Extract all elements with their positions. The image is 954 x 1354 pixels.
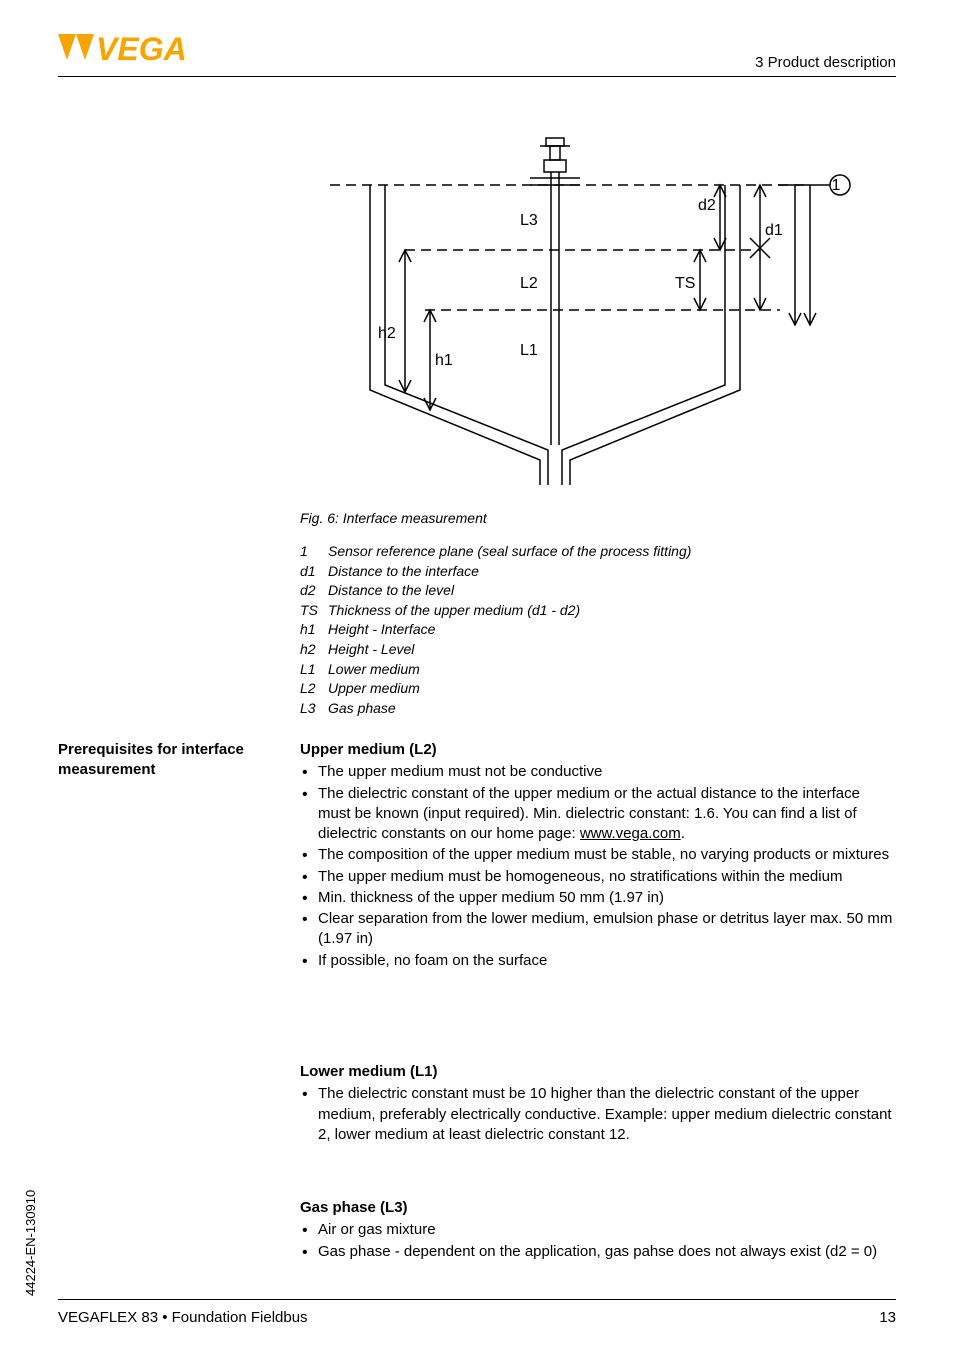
header-divider <box>58 76 896 77</box>
lower-medium-title: Lower medium (L1) <box>300 1062 896 1082</box>
diagram-label-d1: d1 <box>765 222 783 239</box>
legend-value: Height - Level <box>328 640 414 660</box>
figure-caption: Fig. 6: Interface measurement <box>300 510 487 526</box>
list-item: The dielectric constant must be 10 highe… <box>300 1084 896 1145</box>
diagram-callout-1: 1 <box>832 177 841 194</box>
page-number: 13 <box>879 1309 896 1326</box>
vega-logo: VEGA <box>58 30 188 71</box>
side-heading-prerequisites: Prerequisites for interface measurement <box>58 740 278 779</box>
diagram-label-l2: L2 <box>520 275 538 292</box>
legend-value: Gas phase <box>328 699 396 719</box>
legend-value: Distance to the interface <box>328 562 479 582</box>
legend-key: d1 <box>300 562 328 582</box>
diagram-label-l3: L3 <box>520 212 538 229</box>
diagram-label-h2: h2 <box>378 325 396 342</box>
list-item: Min. thickness of the upper medium 50 mm… <box>300 888 896 908</box>
lower-medium-section: Lower medium (L1) The dielectric constan… <box>300 1062 896 1146</box>
legend-key: d2 <box>300 581 328 601</box>
list-item: The composition of the upper medium must… <box>300 845 896 865</box>
diagram-label-h1: h1 <box>435 352 453 369</box>
figure-legend: 1Sensor reference plane (seal surface of… <box>300 542 691 718</box>
list-item: The upper medium must not be conductive <box>300 762 896 782</box>
diagram-label-ts: TS <box>675 275 695 292</box>
list-item: Clear separation from the lower medium, … <box>300 909 896 950</box>
legend-key: L2 <box>300 679 328 699</box>
interface-measurement-diagram: L3 L2 L1 h2 h1 d2 d1 TS 1 <box>300 130 860 490</box>
list-item: Air or gas mixture <box>300 1220 896 1240</box>
legend-value: Height - Interface <box>328 620 435 640</box>
list-item: The upper medium must be homogeneous, no… <box>300 867 896 887</box>
legend-value: Thickness of the upper medium (d1 - d2) <box>328 601 580 621</box>
document-code: 44224-EN-130910 <box>23 1190 38 1296</box>
upper-medium-section: Upper medium (L2) The upper medium must … <box>300 740 896 972</box>
gas-phase-section: Gas phase (L3) Air or gas mixture Gas ph… <box>300 1198 896 1263</box>
list-item: The dielectric constant of the upper med… <box>300 784 896 845</box>
legend-value: Lower medium <box>328 660 420 680</box>
legend-key: L3 <box>300 699 328 719</box>
header-section-label: 3 Product description <box>755 54 896 71</box>
footer-product-name: VEGAFLEX 83 • Foundation Fieldbus <box>58 1309 308 1326</box>
diagram-label-l1: L1 <box>520 342 538 359</box>
legend-value: Upper medium <box>328 679 420 699</box>
gas-phase-title: Gas phase (L3) <box>300 1198 896 1218</box>
legend-key: 1 <box>300 542 328 562</box>
vega-link[interactable]: www.vega.com <box>580 825 681 842</box>
legend-key: h1 <box>300 620 328 640</box>
logo-text: VEGA <box>96 31 187 66</box>
list-item: Gas phase - dependent on the application… <box>300 1242 896 1262</box>
legend-key: h2 <box>300 640 328 660</box>
diagram-label-d2: d2 <box>698 197 716 214</box>
upper-medium-title: Upper medium (L2) <box>300 740 896 760</box>
legend-key: L1 <box>300 660 328 680</box>
legend-key: TS <box>300 601 328 621</box>
list-item: If possible, no foam on the surface <box>300 951 896 971</box>
legend-value: Sensor reference plane (seal surface of … <box>328 542 691 562</box>
footer-divider <box>58 1299 896 1300</box>
legend-value: Distance to the level <box>328 581 454 601</box>
